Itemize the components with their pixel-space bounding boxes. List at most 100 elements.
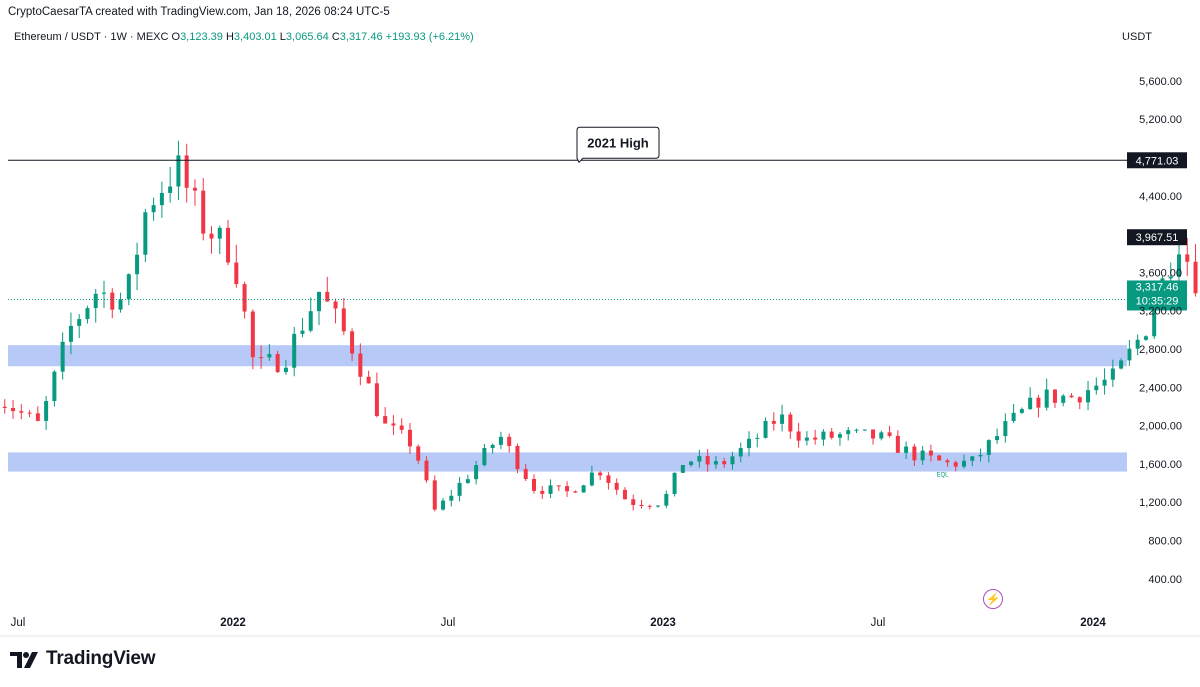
candle-body	[747, 438, 751, 449]
candle-body	[978, 454, 983, 457]
candle-body	[11, 407, 16, 412]
candle-body	[871, 429, 876, 439]
candle-body	[490, 444, 495, 449]
candle-body	[1110, 368, 1115, 380]
candle-body	[391, 423, 396, 426]
last-price-label: 3,317.46	[1136, 281, 1179, 293]
candle-body	[333, 301, 338, 309]
candle-body	[945, 460, 950, 463]
candle-body	[93, 293, 98, 309]
candle-body	[639, 504, 644, 506]
candle-body	[1036, 397, 1041, 408]
candle-body	[60, 341, 65, 372]
candle-body	[168, 186, 173, 193]
candle-body	[1069, 395, 1074, 398]
level-price-tag-0	[1127, 152, 1187, 169]
candle-body	[556, 485, 561, 487]
candle-body	[449, 495, 454, 501]
y-tick-label: 5,600.00	[1139, 76, 1182, 88]
candle-body	[755, 437, 760, 439]
candle-body	[548, 485, 553, 494]
candle-body	[846, 430, 851, 435]
candle-body	[267, 354, 272, 358]
candle-body	[614, 482, 619, 490]
candle-body	[697, 456, 702, 462]
candle-body	[325, 291, 330, 302]
candle-body	[837, 434, 842, 438]
candle-body	[283, 367, 288, 373]
candle-body	[383, 416, 388, 424]
candle-body	[68, 325, 73, 342]
level-price-label-0: 4,771.03	[1136, 155, 1179, 167]
candle-body	[77, 319, 82, 326]
candle-body	[465, 479, 470, 483]
candle-body	[350, 331, 355, 354]
candle-body	[523, 469, 528, 479]
candle-body	[192, 187, 197, 191]
candle-body	[1143, 336, 1148, 340]
candle-body	[292, 333, 297, 368]
candle-body	[1011, 412, 1016, 422]
candle-body	[763, 420, 768, 438]
candle-body	[176, 155, 181, 187]
candle-body	[664, 493, 669, 506]
candle-body	[532, 478, 536, 491]
candle-body	[474, 465, 479, 480]
candle-body	[995, 436, 1000, 441]
symbol-ohlc-line: Ethereum / USDT · 1W · MEXC O3,123.39 H3…	[14, 31, 474, 43]
candle-body	[705, 456, 710, 465]
candle-body	[226, 227, 231, 263]
candle-body	[589, 472, 594, 486]
tradingview-logo[interactable]: TradingView	[10, 648, 156, 670]
x-tick-label: 2022	[220, 617, 246, 629]
candle-body	[399, 425, 404, 430]
candle-body	[1094, 385, 1099, 391]
candle-body	[796, 431, 801, 441]
candle-body	[300, 330, 305, 334]
candle-body	[250, 311, 255, 358]
last-price-tag	[1127, 280, 1187, 311]
callout-2021-high-box	[576, 126, 660, 164]
candle-body	[1177, 254, 1181, 277]
symbol-name[interactable]: Ethereum / USDT · 1W · MEXC	[14, 31, 169, 43]
candle-body	[424, 460, 429, 481]
candle-body	[821, 431, 826, 440]
candle-body	[2, 406, 7, 408]
candle-body	[1077, 397, 1082, 403]
candle-body	[1152, 308, 1157, 337]
candle-body	[1193, 261, 1198, 294]
candle-body	[1168, 276, 1173, 279]
close-label: C	[331, 31, 340, 43]
candle-body	[622, 489, 627, 500]
candle-body	[730, 456, 735, 465]
lightning-icon[interactable]: ⚡	[983, 589, 1003, 609]
candle-body	[829, 431, 834, 438]
candle-body	[27, 412, 32, 414]
candle-body	[962, 460, 966, 467]
candle-body	[358, 353, 363, 377]
candle-body	[275, 354, 280, 373]
x-tick-label: 2024	[1080, 617, 1106, 629]
candle-body	[771, 420, 776, 424]
candle-body	[19, 411, 24, 413]
low-value: 3,065.64	[285, 31, 329, 43]
high-value: 3,403.01	[233, 31, 277, 43]
y-tick-label: 1,600.00	[1139, 459, 1182, 471]
candle-body	[407, 429, 412, 447]
candle-body	[672, 472, 677, 494]
y-tick-label: 2,400.00	[1139, 382, 1182, 394]
x-tick-label: Jul	[441, 617, 456, 629]
candle-body	[1028, 397, 1033, 410]
candle-body	[713, 461, 718, 465]
candle-body	[1185, 254, 1190, 262]
currency-label: USDT	[1122, 31, 1152, 43]
candle-body	[374, 383, 379, 417]
y-tick-label: 800.00	[1148, 536, 1182, 548]
candle-body	[953, 462, 958, 467]
y-tick-label: 3,200.00	[1139, 306, 1182, 318]
candle-body	[217, 227, 222, 239]
chart-credit: CryptoCaesarTA created with TradingView.…	[8, 6, 390, 18]
candle-body	[920, 450, 925, 461]
candle-body	[416, 446, 421, 461]
